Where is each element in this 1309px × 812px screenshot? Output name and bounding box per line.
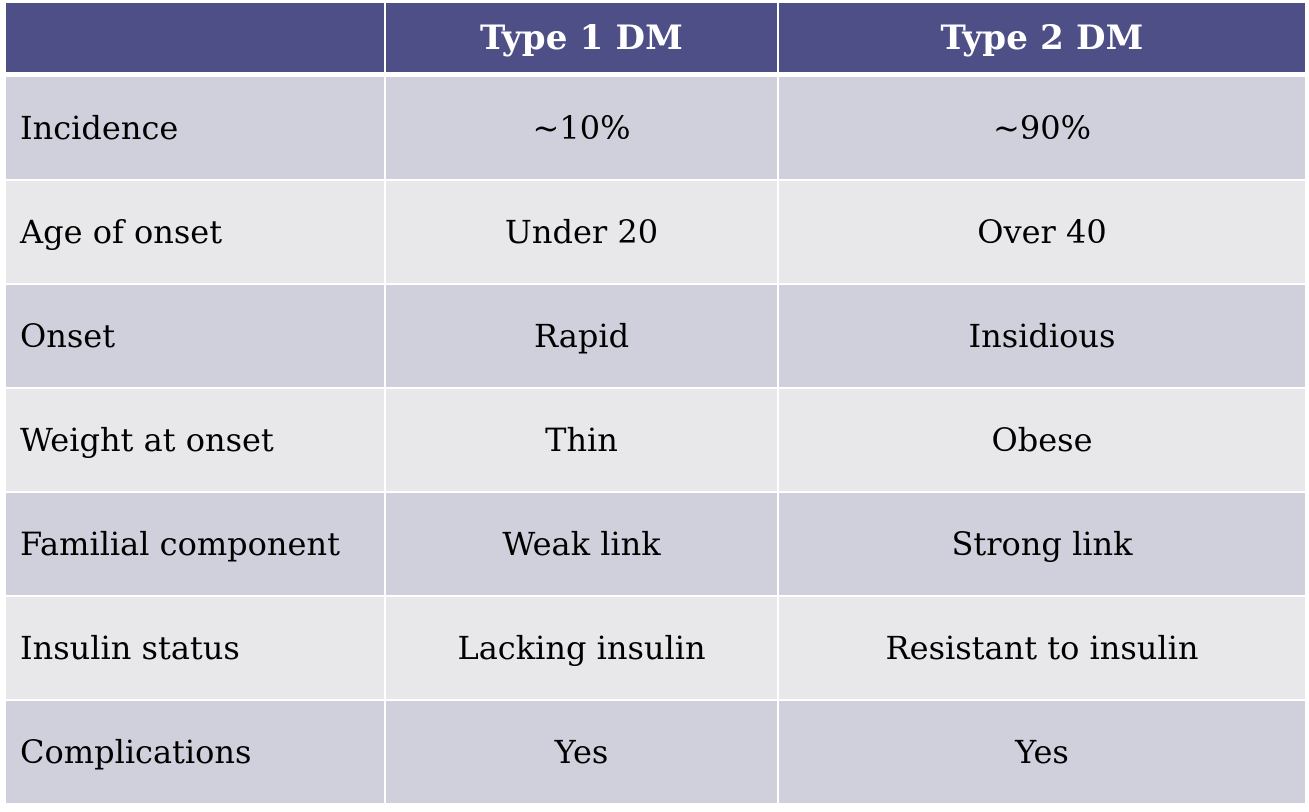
table-row: Insulin status Lacking insulin Resistant…	[6, 597, 1305, 701]
header-empty-cell	[6, 3, 386, 77]
type2-value: Resistant to insulin	[779, 597, 1305, 701]
type2-value: ~90%	[779, 77, 1305, 181]
comparison-table: Type 1 DM Type 2 DM Incidence ~10% ~90% …	[6, 3, 1305, 805]
type2-value: Yes	[779, 701, 1305, 805]
row-label: Weight at onset	[6, 389, 386, 493]
row-label: Familial component	[6, 493, 386, 597]
type1-value: Under 20	[386, 181, 779, 285]
header-row: Type 1 DM Type 2 DM	[6, 3, 1305, 77]
type1-value: Yes	[386, 701, 779, 805]
type1-value: Thin	[386, 389, 779, 493]
type2-value: Obese	[779, 389, 1305, 493]
type2-value: Strong link	[779, 493, 1305, 597]
row-label: Age of onset	[6, 181, 386, 285]
type1-value: Rapid	[386, 285, 779, 389]
table-row: Familial component Weak link Strong link	[6, 493, 1305, 597]
row-label: Incidence	[6, 77, 386, 181]
table-row: Age of onset Under 20 Over 40	[6, 181, 1305, 285]
type2-value: Insidious	[779, 285, 1305, 389]
type1-value: Lacking insulin	[386, 597, 779, 701]
header-type1: Type 1 DM	[386, 3, 779, 77]
table-row: Onset Rapid Insidious	[6, 285, 1305, 389]
type1-value: Weak link	[386, 493, 779, 597]
table-row: Weight at onset Thin Obese	[6, 389, 1305, 493]
row-label: Onset	[6, 285, 386, 389]
row-label: Insulin status	[6, 597, 386, 701]
header-type2: Type 2 DM	[779, 3, 1305, 77]
type2-value: Over 40	[779, 181, 1305, 285]
type1-value: ~10%	[386, 77, 779, 181]
table-row: Complications Yes Yes	[6, 701, 1305, 805]
table-row: Incidence ~10% ~90%	[6, 77, 1305, 181]
row-label: Complications	[6, 701, 386, 805]
